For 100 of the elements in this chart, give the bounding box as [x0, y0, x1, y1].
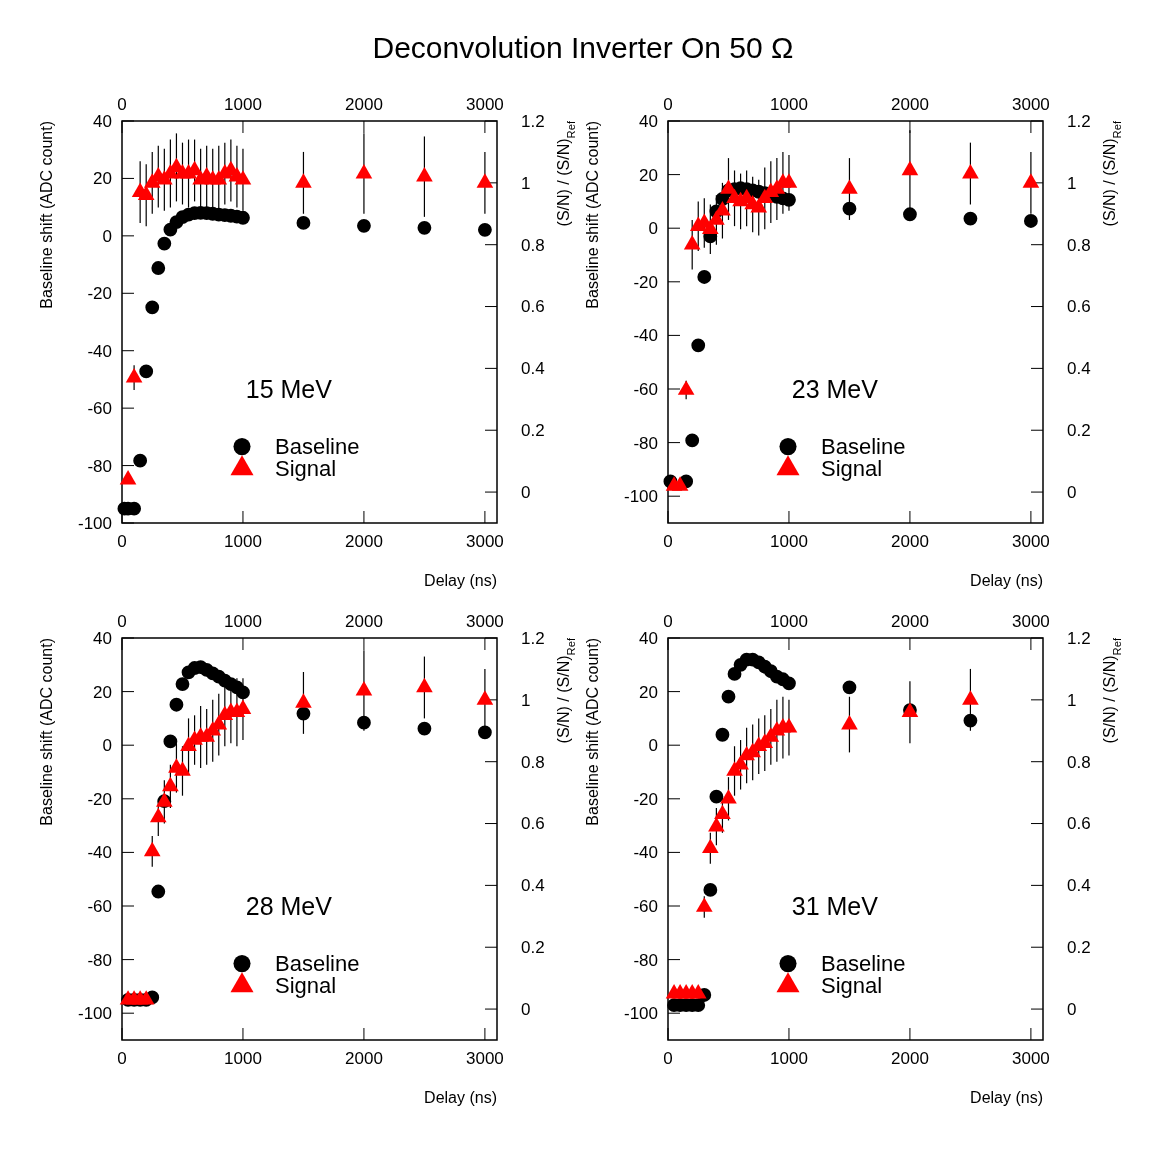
x-tick-label: 3000 — [465, 612, 504, 631]
y-axis-title: Baseline shift (ADC count) — [584, 638, 601, 826]
x-axis-title: Delay (ns) — [970, 1089, 1043, 1106]
annotation: 23 MeV — [791, 375, 879, 404]
y-axis-title: Baseline shift (ADC count) — [584, 121, 601, 309]
y2-tick-label: 0.4 — [521, 359, 545, 379]
y2-tick-label: 0.8 — [521, 235, 545, 255]
y2-tick-label: 0.2 — [521, 938, 545, 958]
y-tick-label: -100 — [77, 1004, 112, 1024]
y-tick-label: -20 — [87, 789, 112, 809]
y-tick-label: -80 — [87, 456, 112, 476]
x2-tick-label: 3000 — [465, 1049, 504, 1068]
x-tick-label: 2000 — [345, 95, 383, 114]
y-tick-label: -80 — [633, 950, 658, 970]
y2-tick-label: 1.2 — [1067, 111, 1091, 131]
x-axis-title: Delay (ns) — [424, 572, 497, 589]
x-tick-label: 3000 — [1011, 612, 1050, 631]
x2-tick-label: 1000 — [224, 1049, 262, 1068]
x-tick-label: 1000 — [770, 612, 808, 631]
y-tick-label: -40 — [633, 843, 658, 863]
y-tick-label: 40 — [93, 628, 112, 648]
y2-tick-label: 0.6 — [521, 814, 545, 834]
x2-tick-label: 2000 — [345, 532, 383, 551]
y-tick-label: -80 — [633, 433, 658, 453]
y-tick-label: -60 — [87, 399, 112, 419]
y2-tick-label: 0.8 — [1067, 752, 1091, 772]
y2-tick-label: 0.4 — [521, 876, 545, 896]
y-axis-title: Baseline shift (ADC count) — [38, 121, 55, 309]
y-tick-label: -20 — [633, 272, 658, 292]
x2-tick-label: 1000 — [224, 532, 262, 551]
y2-tick-label: 1 — [1067, 173, 1077, 193]
x-tick-label: 0 — [117, 612, 127, 631]
x-tick-label: 3000 — [1011, 95, 1050, 114]
y-tick-label: -60 — [633, 896, 658, 916]
y-tick-label: -80 — [87, 950, 112, 970]
x2-tick-label: 1000 — [770, 1049, 808, 1068]
y2-tick-label: 0 — [521, 483, 531, 503]
x-tick-label: 2000 — [891, 612, 929, 631]
x-tick-label: 2000 — [891, 95, 929, 114]
x2-tick-label: 3000 — [465, 532, 504, 551]
y-tick-label: -40 — [87, 341, 112, 361]
y2-tick-label: 0 — [1067, 1000, 1077, 1020]
x2-tick-label: 0 — [663, 1049, 673, 1068]
x-tick-label: 2000 — [345, 612, 383, 631]
x2-tick-label: 2000 — [891, 1049, 929, 1068]
text: Deconvolution Inverter On 50 Ω — [372, 31, 794, 64]
x2-tick-label: 0 — [117, 532, 127, 551]
y2-tick-label: 0.8 — [521, 752, 545, 772]
y-tick-label: -100 — [623, 487, 658, 507]
y-tick-label: 40 — [93, 111, 112, 131]
y-tick-label: -20 — [87, 284, 112, 304]
x2-tick-label: 3000 — [1011, 532, 1050, 551]
y-tick-label: 20 — [639, 165, 658, 185]
x2-tick-label: 2000 — [891, 532, 929, 551]
y2-tick-label: 0.2 — [1067, 938, 1091, 958]
y2-tick-label: 0.2 — [1067, 421, 1091, 441]
y-tick-label: 0 — [648, 219, 658, 239]
y-tick-label: 20 — [93, 169, 112, 189]
y2-tick-label: 0 — [521, 1000, 531, 1020]
y2-tick-label: 0.6 — [521, 297, 545, 317]
x-tick-label: 0 — [117, 95, 127, 114]
y-tick-label: -60 — [87, 896, 112, 916]
y2-tick-label: 0.8 — [1067, 235, 1091, 255]
y-tick-label: -40 — [87, 843, 112, 863]
y-tick-label: -40 — [633, 326, 658, 346]
y-tick-label: -20 — [633, 789, 658, 809]
x2-tick-label: 2000 — [345, 1049, 383, 1068]
y2-tick-label: 0.6 — [1067, 814, 1091, 834]
y2-tick-label: 0.2 — [521, 421, 545, 441]
annotation: 28 MeV — [245, 892, 333, 921]
y2-tick-label: 1 — [521, 173, 531, 193]
x-tick-label: 1000 — [224, 612, 262, 631]
y-tick-label: -100 — [77, 513, 112, 533]
x2-tick-label: 1000 — [770, 532, 808, 551]
y2-tick-label: 1.2 — [521, 628, 545, 648]
x-axis-title: Delay (ns) — [424, 1089, 497, 1106]
y-tick-label: 0 — [102, 736, 112, 756]
y2-tick-label: 0 — [1067, 483, 1077, 503]
y2-tick-label: 1.2 — [1067, 628, 1091, 648]
y-tick-label: 40 — [639, 111, 658, 131]
y-tick-label: 0 — [102, 226, 112, 246]
annotation: 31 MeV — [791, 892, 879, 921]
x-tick-label: 1000 — [224, 95, 262, 114]
y2-tick-label: 1 — [521, 690, 531, 710]
x2-tick-label: 0 — [663, 532, 673, 551]
annotation: 15 MeV — [245, 375, 333, 404]
x-tick-label: 3000 — [465, 95, 504, 114]
y2-tick-label: 0.6 — [1067, 297, 1091, 317]
y-tick-label: 20 — [93, 682, 112, 702]
y-tick-label: -100 — [623, 1004, 658, 1024]
y-tick-label: 40 — [639, 628, 658, 648]
y-tick-label: 20 — [639, 682, 658, 702]
y2-tick-label: 1 — [1067, 690, 1077, 710]
y2-tick-label: 0.4 — [1067, 876, 1091, 896]
y-axis-title: Baseline shift (ADC count) — [38, 638, 55, 826]
y2-tick-label: 1.2 — [521, 111, 545, 131]
x-tick-label: 1000 — [770, 95, 808, 114]
x-axis-title: Delay (ns) — [970, 572, 1043, 589]
x-tick-label: 0 — [663, 612, 673, 631]
y-tick-label: 0 — [648, 736, 658, 756]
